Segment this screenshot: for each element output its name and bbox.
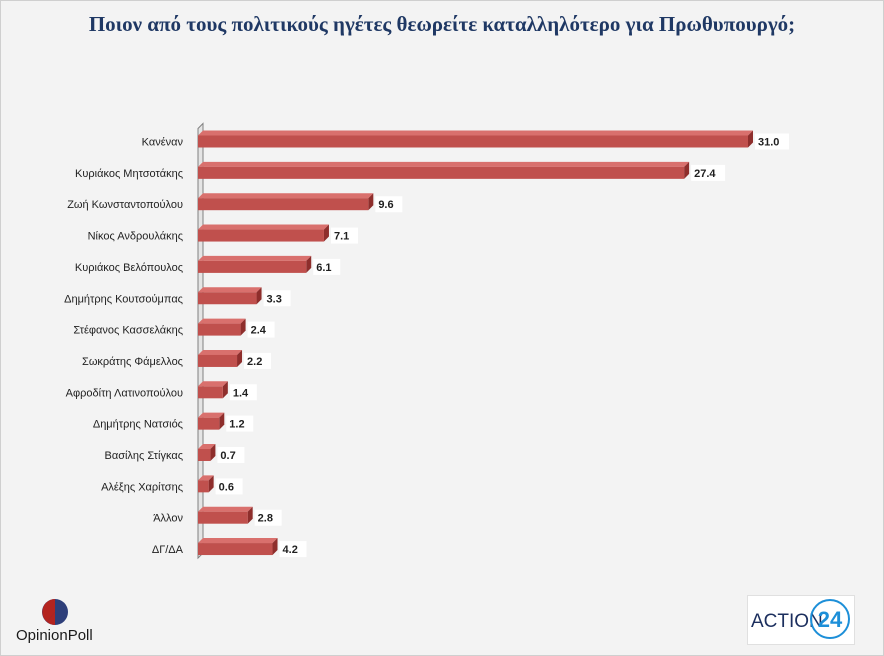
bar-end: [237, 349, 243, 367]
bar: [198, 135, 748, 148]
action24-ring-icon: [810, 599, 850, 639]
bar: [198, 386, 223, 399]
bar-end: [684, 161, 690, 179]
data-label: 2.2: [247, 356, 262, 368]
data-label: 6.1: [316, 262, 331, 274]
data-label-box: [215, 478, 243, 495]
bar-top: [198, 475, 214, 481]
bar: [198, 354, 238, 367]
data-label: 3.3: [267, 293, 282, 305]
category-label: Αλέξης Χαρίτσης: [101, 481, 183, 493]
bar-top: [198, 349, 243, 355]
data-label-box: [375, 196, 403, 213]
opinionpoll-logo: OpinionPoll: [14, 596, 104, 646]
data-label-box: [217, 447, 245, 463]
bar-end: [748, 130, 753, 148]
bar-top: [198, 318, 246, 324]
bar-top: [198, 255, 312, 261]
action24-text: ACTION: [751, 611, 823, 632]
bar-end: [272, 538, 278, 556]
bar-top: [198, 506, 253, 512]
category-label: Δημήτρης Κουτσούμπας: [64, 293, 183, 305]
bar-top: [198, 381, 228, 387]
category-label: Κανέναν: [142, 137, 184, 149]
data-label-box: [313, 258, 341, 275]
category-label: Κυριάκος Μητσοτάκης: [75, 168, 183, 180]
category-label: Αφροδίτη Λατινοπούλου: [66, 387, 183, 399]
bar-top: [198, 224, 329, 230]
data-label-box: [226, 415, 254, 432]
chart-title: Ποιον από τους πολιτικούς ηγέτες θεωρείτ…: [88, 12, 796, 36]
bar-top: [198, 161, 690, 167]
bar-end: [210, 444, 216, 461]
opinionpoll-text-opinion: Opinion: [16, 627, 68, 644]
data-label: 9.6: [378, 199, 393, 211]
data-label-box: [330, 227, 358, 244]
bar-end: [219, 412, 225, 430]
data-label-box: [279, 541, 307, 558]
data-label: 4.2: [283, 544, 298, 556]
category-label: Νίκος Ανδρουλάκης: [88, 231, 183, 243]
data-label-box: [254, 509, 282, 526]
data-label-box: [691, 164, 726, 181]
data-label: 0.7: [220, 450, 235, 462]
category-label: Βασίλης Στίγκας: [105, 450, 184, 462]
data-label-box: [263, 290, 291, 307]
bar: [198, 260, 307, 273]
bar-top: [198, 444, 216, 449]
data-label: 1.2: [229, 419, 244, 431]
category-label: Στέφανος Κασσελάκης: [73, 325, 183, 337]
bar-end: [222, 381, 228, 399]
data-label: 2.8: [258, 513, 273, 525]
bar-top: [198, 412, 225, 418]
category-label: ΔΓ/ΔΑ: [152, 544, 184, 556]
bar: [198, 323, 241, 336]
bar-end: [323, 224, 329, 242]
bar-top: [198, 193, 374, 199]
bar: [198, 229, 324, 242]
action24-number: 24: [818, 607, 843, 632]
chart-axis-wall: [197, 122, 204, 560]
opinionpoll-circle-icon: [42, 599, 68, 625]
bar: [198, 543, 273, 556]
category-label: Ζωή Κωνσταντοπούλου: [67, 199, 183, 211]
bar-end: [306, 255, 312, 273]
bar-end: [256, 287, 262, 305]
data-label-box: [229, 384, 257, 401]
category-label: Άλλον: [153, 513, 183, 525]
bar-end: [208, 475, 214, 493]
data-label: 31.0: [758, 137, 779, 149]
action24-logo: ACTION 24: [747, 595, 855, 645]
data-label-box: [755, 133, 789, 150]
bar-end: [368, 193, 374, 211]
bar-top: [198, 287, 262, 293]
category-label: Σωκράτης Φάμελλος: [82, 356, 183, 368]
bar-top: [198, 538, 278, 544]
bar: [198, 480, 209, 493]
data-label: 27.4: [694, 168, 716, 180]
bar: [198, 449, 211, 461]
bar-end: [240, 318, 246, 336]
data-label: 1.4: [233, 387, 249, 399]
bar: [198, 511, 248, 524]
category-label: Κυριάκος Βελόπουλος: [75, 262, 183, 274]
bar: [198, 198, 369, 211]
data-label: 2.4: [251, 325, 267, 337]
data-label-box: [247, 321, 275, 338]
bar: [198, 166, 685, 179]
data-label: 7.1: [334, 231, 349, 243]
bar-top: [198, 130, 753, 136]
data-label: 0.6: [219, 481, 234, 493]
bar: [198, 417, 220, 430]
bar-end: [247, 506, 253, 524]
opinionpoll-text-poll: Poll: [67, 627, 93, 644]
bar: [198, 292, 257, 305]
category-label: Δημήτρης Νατσιός: [93, 419, 183, 431]
data-label-box: [244, 352, 272, 369]
